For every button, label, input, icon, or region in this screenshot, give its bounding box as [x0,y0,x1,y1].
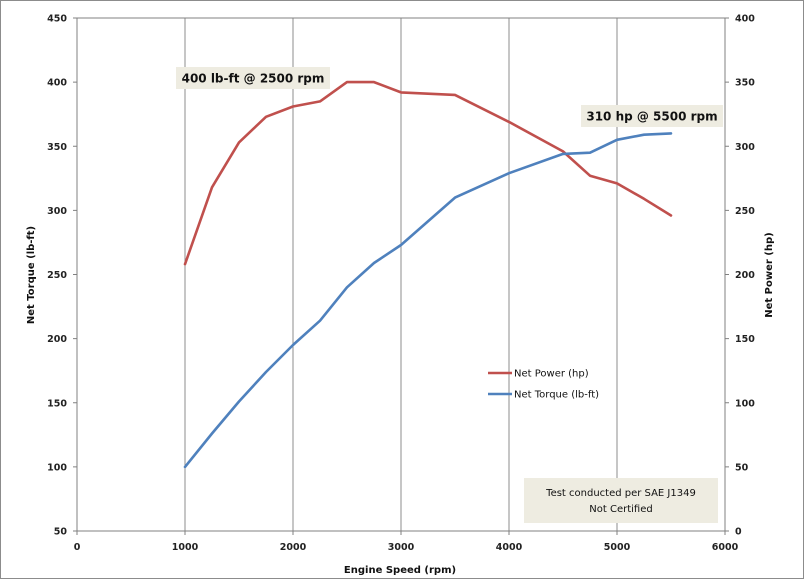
tick-labels: 0 1000 2000 3000 4000 5000 6000501001502002503… [47,14,755,554]
net-torque-line [183,132,673,469]
y-axis-left-title: Net Torque (lb-ft) [26,226,37,324]
y-left-tick-label: 350 [47,142,67,153]
net-power-line [183,80,673,266]
y-left-tick-label: 100 [47,462,67,473]
x-tick-label: 6000 [712,542,739,553]
y-right-tick-label: 50 [735,462,749,473]
y-right-tick-label: 250 [735,206,755,217]
x-tick-label: 3000 [388,542,415,553]
test-note-box [524,478,718,523]
test-note-line-2: Not Certified [589,504,652,515]
y-right-tick-label: 100 [735,398,755,409]
x-tick-label: 5000 [604,542,631,553]
y-right-tick-label: 150 [735,334,755,345]
y-right-tick-label: 300 [735,142,755,153]
x-tick-label: 0 [74,542,81,553]
legend: Net Power (hp) Net Torque (lb-ft) [488,369,599,401]
power-peak-callout-box [581,105,723,127]
y-right-tick-label: 0 [735,527,742,538]
series-lines [183,80,673,469]
torque-peak-callout-text: 400 lb-ft @ 2500 rpm [182,72,325,86]
y-left-tick-label: 200 [47,334,67,345]
x-axis-title: Engine Speed (rpm) [344,565,456,576]
y-left-tick-label: 400 [47,78,67,89]
y-right-tick-label: 350 [735,78,755,89]
torque-peak-callout: 400 lb-ft @ 2500 rpm [176,67,330,89]
torque-peak-callout-box [176,67,330,89]
x-tick-label: 4000 [496,542,523,553]
y-left-tick-label: 50 [54,527,68,538]
legend-label-torque: Net Torque (lb-ft) [514,390,599,401]
y-left-tick-label: 250 [47,270,67,281]
y-axis-right-title: Net Power (hp) [764,232,775,317]
power-peak-callout-text: 310 hp @ 5500 rpm [586,110,717,124]
y-left-tick-label: 450 [47,14,67,25]
y-right-tick-label: 400 [735,14,755,25]
test-note: Test conducted per SAE J1349 Not Certifi… [524,478,718,523]
axes [73,17,729,535]
y-left-tick-label: 300 [47,206,67,217]
y-right-tick-label: 200 [735,270,755,281]
grid-lines [184,18,618,531]
x-tick-label: 2000 [280,542,307,553]
test-note-line-1: Test conducted per SAE J1349 [545,488,696,499]
legend-label-power: Net Power (hp) [514,369,589,380]
x-tick-label: 1000 [172,542,199,553]
power-peak-callout: 310 hp @ 5500 rpm [581,105,723,127]
y-left-tick-label: 150 [47,398,67,409]
